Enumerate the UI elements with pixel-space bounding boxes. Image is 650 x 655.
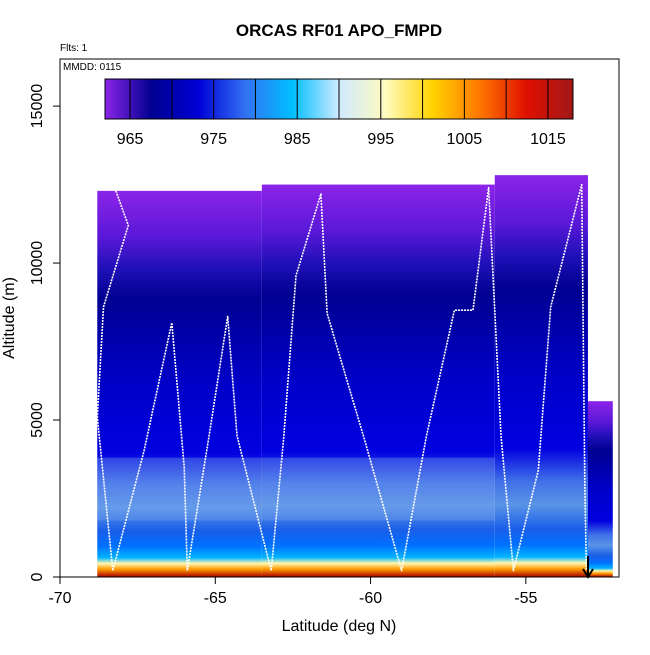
heatmap-midlevel-band xyxy=(97,457,495,521)
heatmap-field xyxy=(97,175,613,578)
colorbar-dividers xyxy=(129,79,549,119)
x-tick-label: -65 xyxy=(204,590,227,607)
x-axis: -70 -65 -60 -55 xyxy=(48,577,537,607)
x-tick-label: -55 xyxy=(514,590,537,607)
colorbar-tick-label: 995 xyxy=(367,131,394,148)
y-tick-label: 15000 xyxy=(29,84,46,129)
x-tick-label: -60 xyxy=(359,590,382,607)
colorbar-tick-label: 1015 xyxy=(530,131,566,148)
x-axis-label: Latitude (deg N) xyxy=(282,618,397,635)
colorbar-tick-label: 975 xyxy=(200,131,227,148)
y-axis-label: Altitude (m) xyxy=(1,277,18,359)
x-tick-label: -70 xyxy=(48,590,71,607)
y-tick-label: 10000 xyxy=(29,241,46,286)
plot-frame xyxy=(59,58,620,578)
colorbar: 965 975 985 995 1005 1015 xyxy=(104,78,574,148)
y-tick-label: 0 xyxy=(29,572,46,581)
flight-track-line xyxy=(96,183,588,572)
heatmap-column xyxy=(494,175,588,577)
flights-annotation: Flts: 1 xyxy=(60,43,88,54)
y-axis: 0 5000 10000 15000 xyxy=(29,84,60,581)
date-annotation: MMDD: 0115 xyxy=(63,62,122,73)
heatmap-column xyxy=(261,184,495,578)
colorbar-tick-label: 985 xyxy=(284,131,311,148)
colorbar-tick-labels: 965 975 985 995 1005 1015 xyxy=(117,131,566,148)
heatmap-column xyxy=(97,190,262,577)
colorbar-tick-label: 965 xyxy=(117,131,144,148)
y-tick-label: 5000 xyxy=(29,402,46,438)
colorbar-tick-label: 1005 xyxy=(447,131,483,148)
heatmap-column xyxy=(587,401,613,577)
flight-track xyxy=(96,183,588,572)
chart-title: ORCAS RF01 APO_FMPD xyxy=(236,21,442,40)
